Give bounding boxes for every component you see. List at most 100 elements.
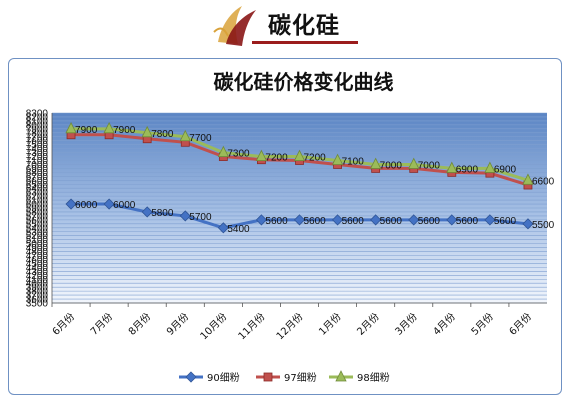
data-label: 7700	[189, 133, 212, 144]
data-label: 6600	[532, 176, 555, 187]
series-90细粉	[65, 198, 534, 234]
y-tick-label: 3900	[26, 283, 49, 294]
point-marker	[65, 121, 77, 134]
y-tick-label: 5600	[26, 215, 49, 226]
data-label: 6900	[456, 164, 479, 175]
y-tick-label: 5500	[26, 219, 49, 230]
data-label: 5700	[189, 212, 212, 223]
y-tick-label: 6300	[26, 188, 49, 199]
data-label: 5600	[456, 216, 479, 227]
y-tick-label: 7400	[26, 144, 49, 155]
y-tick-label: 7800	[26, 128, 49, 139]
point-marker	[408, 157, 420, 169]
y-tick-label: 7200	[26, 152, 49, 163]
x-tick-label: 5月份	[469, 311, 496, 338]
y-tick-label: 6600	[26, 176, 49, 187]
point-marker	[141, 206, 153, 218]
y-tick-label: 7000	[26, 160, 49, 171]
x-tick-label: 11月份	[236, 311, 268, 343]
y-tick-label: 4100	[26, 275, 49, 286]
x-tick-label: 3月份	[393, 311, 420, 338]
y-tick-label: 4300	[26, 267, 49, 278]
y-tick-label: 7700	[26, 132, 49, 143]
x-tick-label: 6月份	[507, 311, 534, 338]
chart-title: 碳化硅价格变化曲线	[214, 70, 394, 94]
price-chart: 碳化硅价格变化曲线 350036003700380039004000410042…	[26, 70, 555, 384]
point-marker	[65, 198, 77, 210]
y-tick-label: 5000	[26, 239, 49, 250]
point-marker	[370, 157, 382, 169]
chart-frame: 碳化硅价格变化曲线 3500 3600 3700 3800 3900 4000 4100 42…	[8, 58, 562, 395]
data-label: 7900	[75, 125, 98, 136]
y-axis: 3500360037003800390040004100420043004400…	[26, 109, 547, 310]
point-marker	[522, 218, 534, 230]
y-tick-label: 6100	[26, 196, 49, 207]
y-tick-label: 8200	[26, 112, 49, 123]
legend: 90细粉 97细粉 98细粉	[179, 370, 390, 384]
data-label: 7300	[227, 149, 250, 160]
point-marker	[293, 149, 306, 161]
y-tick-label: 3600	[26, 295, 49, 306]
y-tick-label: 4400	[26, 263, 49, 274]
x-tick-label: 12月份	[274, 311, 306, 343]
logo-mark-icon	[213, 6, 256, 46]
point-marker	[484, 161, 496, 173]
y-tick-label: 5400	[26, 223, 49, 234]
data-label: 6000	[75, 200, 98, 211]
logo-text: 碳化硅	[268, 13, 340, 39]
x-tick-label: 6月份	[50, 311, 77, 338]
legend-label: 97细粉	[284, 371, 317, 384]
y-tick-label: 8300	[26, 109, 49, 120]
data-label: 5400	[227, 224, 250, 235]
point-marker	[103, 121, 115, 134]
data-label: 7000	[418, 160, 441, 171]
y-tick-label: 4500	[26, 259, 49, 270]
point-marker	[332, 214, 344, 226]
y-tick-label: 7300	[26, 148, 49, 159]
point-marker	[484, 214, 496, 226]
data-label: 7800	[151, 129, 174, 140]
y-tick-label: 4900	[26, 243, 49, 254]
x-tick-label: 10月份	[198, 311, 230, 343]
point-marker	[103, 198, 115, 210]
y-tick-label: 6900	[26, 164, 49, 175]
point-marker	[335, 370, 347, 382]
data-label: 5600	[342, 216, 365, 227]
y-tick-label: 3700	[26, 291, 49, 302]
x-axis: 6月份 7月份 8月份 9月份 10月份 11月份 12月份 1月份 2月份 3月份 4月份 5月份 6…	[50, 303, 534, 342]
data-label: 6000	[113, 200, 136, 211]
x-tick-label: 4月份	[431, 311, 458, 338]
data-label: 5500	[532, 220, 555, 231]
data-label: 6900	[494, 164, 517, 175]
data-label: 5600	[418, 216, 441, 227]
y-tick-label: 6000	[26, 200, 49, 211]
data-label: 5600	[265, 216, 288, 227]
y-tick-label: 3500	[26, 299, 49, 310]
y-tick-label: 4200	[26, 271, 49, 282]
point-marker	[141, 125, 153, 138]
y-tick-label: 3800	[26, 287, 49, 298]
y-tick-label: 8000	[26, 120, 49, 131]
point-marker	[185, 371, 197, 383]
point-marker	[263, 372, 273, 382]
x-tick-label: 7月份	[88, 311, 115, 338]
data-label: 7200	[265, 153, 288, 164]
y-tick-label: 4600	[26, 255, 49, 266]
x-tick-label: 8月份	[126, 311, 153, 338]
y-tick-label: 6800	[26, 168, 49, 179]
legend-label: 98细粉	[357, 371, 390, 384]
y-tick-label: 5900	[26, 204, 49, 215]
point-marker	[370, 214, 382, 226]
y-tick-label: 4700	[26, 251, 49, 262]
x-tick-label: 9月份	[164, 311, 191, 338]
point-marker	[331, 153, 344, 165]
logo-underline	[252, 41, 358, 44]
y-tick-label: 5800	[26, 207, 49, 218]
x-tick-label: 1月份	[317, 311, 344, 338]
y-tick-label: 8100	[26, 116, 49, 127]
data-label: 5600	[380, 216, 403, 227]
data-label: 7000	[380, 160, 403, 171]
series-98细粉	[65, 121, 534, 185]
point-marker	[446, 214, 458, 226]
y-tick-label: 6500	[26, 180, 49, 191]
